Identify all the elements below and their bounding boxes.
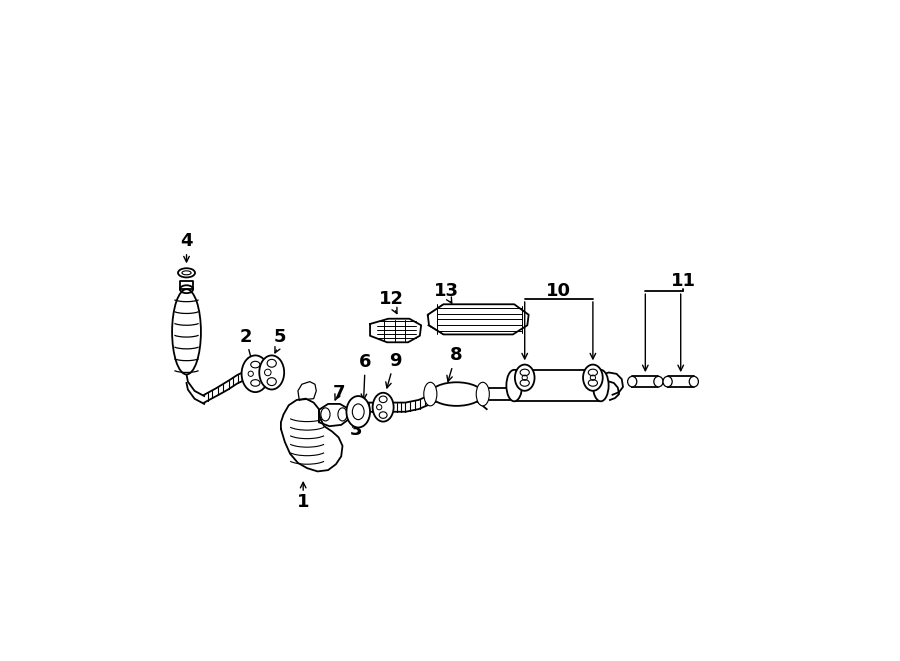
Ellipse shape	[663, 376, 672, 387]
Ellipse shape	[321, 408, 330, 421]
Ellipse shape	[338, 408, 347, 421]
Ellipse shape	[583, 365, 603, 391]
Ellipse shape	[251, 379, 260, 386]
Polygon shape	[180, 282, 194, 290]
Text: 2: 2	[239, 328, 252, 346]
Text: 3: 3	[349, 421, 362, 439]
Text: 10: 10	[546, 282, 572, 300]
Polygon shape	[281, 399, 343, 471]
Ellipse shape	[379, 412, 387, 418]
Text: 6: 6	[358, 353, 371, 371]
Ellipse shape	[476, 382, 490, 406]
Ellipse shape	[589, 369, 598, 375]
Ellipse shape	[251, 362, 260, 368]
Ellipse shape	[520, 369, 529, 375]
Polygon shape	[514, 369, 601, 401]
Text: 13: 13	[434, 282, 459, 300]
Polygon shape	[319, 404, 349, 426]
Ellipse shape	[241, 356, 269, 392]
Ellipse shape	[373, 393, 393, 422]
Polygon shape	[428, 304, 528, 334]
Ellipse shape	[178, 268, 195, 278]
Ellipse shape	[515, 365, 535, 391]
Ellipse shape	[172, 290, 201, 374]
Polygon shape	[370, 319, 421, 342]
Text: 4: 4	[180, 233, 193, 251]
Text: 12: 12	[379, 290, 403, 308]
Text: 7: 7	[332, 385, 345, 403]
Ellipse shape	[653, 376, 663, 387]
Text: 8: 8	[450, 346, 463, 364]
Ellipse shape	[379, 396, 387, 403]
Ellipse shape	[689, 376, 698, 387]
Ellipse shape	[593, 369, 608, 401]
Ellipse shape	[507, 369, 522, 401]
Text: 9: 9	[389, 352, 401, 369]
Text: 5: 5	[274, 328, 286, 346]
Text: 1: 1	[297, 493, 310, 511]
Ellipse shape	[627, 376, 637, 387]
Polygon shape	[298, 381, 316, 400]
Polygon shape	[668, 376, 694, 387]
Ellipse shape	[430, 382, 482, 406]
Ellipse shape	[346, 396, 370, 428]
Ellipse shape	[520, 379, 529, 386]
Ellipse shape	[424, 382, 436, 406]
Ellipse shape	[259, 356, 284, 389]
Ellipse shape	[267, 360, 276, 368]
Text: 11: 11	[670, 272, 696, 290]
Ellipse shape	[267, 377, 276, 385]
Polygon shape	[632, 376, 659, 387]
Ellipse shape	[589, 379, 598, 386]
